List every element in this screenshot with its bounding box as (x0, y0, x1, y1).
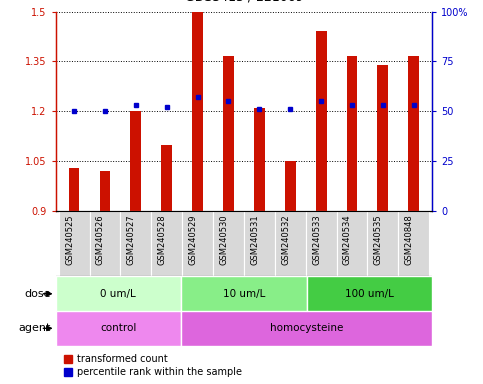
Bar (316, 31, 327, 211)
Bar (181, 276, 307, 311)
Text: GSM240530: GSM240530 (219, 214, 228, 265)
Bar (337, 211, 368, 276)
Text: 0 um/L: 0 um/L (100, 289, 136, 299)
Text: GSM240848: GSM240848 (405, 214, 414, 265)
Bar (368, 211, 398, 276)
Text: GSM240529: GSM240529 (188, 214, 198, 265)
Bar (285, 161, 296, 211)
Text: 10 um/L: 10 um/L (223, 289, 265, 299)
Bar (254, 108, 265, 211)
Bar (244, 211, 275, 276)
Bar (275, 211, 306, 276)
Text: GSM240527: GSM240527 (127, 214, 136, 265)
Bar (307, 276, 432, 311)
Bar (120, 211, 151, 276)
Text: 100 um/L: 100 um/L (345, 289, 394, 299)
Text: GSM240535: GSM240535 (374, 214, 383, 265)
Bar (99, 171, 110, 211)
Bar (398, 211, 429, 276)
Bar (192, 12, 203, 211)
Text: homocysteine: homocysteine (270, 323, 343, 333)
Text: dose: dose (24, 289, 51, 299)
Text: GSM240525: GSM240525 (65, 214, 74, 265)
Bar (213, 211, 244, 276)
Bar (182, 211, 213, 276)
Bar (408, 56, 419, 211)
Text: GSM240528: GSM240528 (158, 214, 167, 265)
Bar (69, 168, 80, 211)
Text: GSM240534: GSM240534 (343, 214, 352, 265)
Bar (306, 211, 337, 276)
Bar (347, 56, 357, 211)
Bar (56, 276, 181, 311)
Bar (378, 65, 388, 211)
Text: GSM240526: GSM240526 (96, 214, 105, 265)
Legend: transformed count, percentile rank within the sample: transformed count, percentile rank withi… (60, 351, 246, 381)
Bar (89, 211, 120, 276)
Text: GDS3413 / 221069: GDS3413 / 221069 (185, 0, 303, 4)
Text: agent: agent (18, 323, 51, 333)
Text: control: control (100, 323, 137, 333)
Text: GSM240532: GSM240532 (281, 214, 290, 265)
Bar (151, 211, 182, 276)
Bar (161, 145, 172, 211)
Bar (130, 111, 141, 211)
Bar (181, 311, 432, 346)
Text: GSM240533: GSM240533 (312, 214, 321, 265)
Bar (58, 211, 89, 276)
Text: GSM240531: GSM240531 (250, 214, 259, 265)
Bar (223, 56, 234, 211)
Bar (56, 311, 181, 346)
